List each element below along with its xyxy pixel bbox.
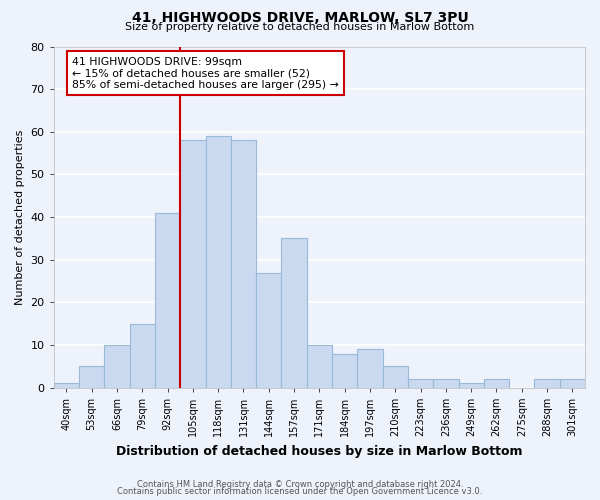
Text: 41, HIGHWOODS DRIVE, MARLOW, SL7 3PU: 41, HIGHWOODS DRIVE, MARLOW, SL7 3PU bbox=[131, 11, 469, 25]
Bar bbox=[54, 384, 79, 388]
Text: Size of property relative to detached houses in Marlow Bottom: Size of property relative to detached ho… bbox=[125, 22, 475, 32]
Bar bbox=[307, 345, 332, 388]
Bar bbox=[130, 324, 155, 388]
Bar bbox=[104, 345, 130, 388]
Text: Contains public sector information licensed under the Open Government Licence v3: Contains public sector information licen… bbox=[118, 487, 482, 496]
Y-axis label: Number of detached properties: Number of detached properties bbox=[15, 130, 25, 305]
Text: 41 HIGHWOODS DRIVE: 99sqm
← 15% of detached houses are smaller (52)
85% of semi-: 41 HIGHWOODS DRIVE: 99sqm ← 15% of detac… bbox=[73, 56, 339, 90]
Bar bbox=[484, 379, 509, 388]
Bar bbox=[332, 354, 358, 388]
Bar bbox=[256, 272, 281, 388]
Text: Contains HM Land Registry data © Crown copyright and database right 2024.: Contains HM Land Registry data © Crown c… bbox=[137, 480, 463, 489]
Bar bbox=[535, 379, 560, 388]
Bar bbox=[433, 379, 458, 388]
Bar bbox=[281, 238, 307, 388]
Bar bbox=[231, 140, 256, 388]
X-axis label: Distribution of detached houses by size in Marlow Bottom: Distribution of detached houses by size … bbox=[116, 444, 523, 458]
Bar bbox=[383, 366, 408, 388]
Bar bbox=[408, 379, 433, 388]
Bar bbox=[180, 140, 206, 388]
Bar bbox=[206, 136, 231, 388]
Bar bbox=[458, 384, 484, 388]
Bar bbox=[79, 366, 104, 388]
Bar bbox=[358, 350, 383, 388]
Bar bbox=[560, 379, 585, 388]
Bar bbox=[155, 213, 180, 388]
